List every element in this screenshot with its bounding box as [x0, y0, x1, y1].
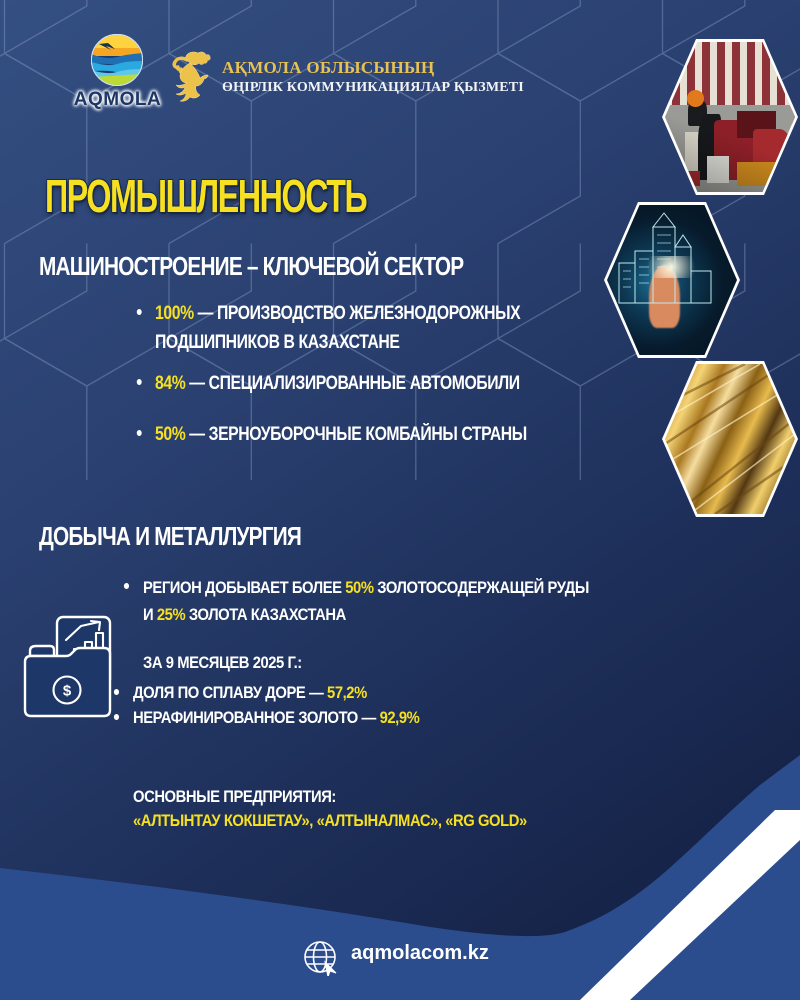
svg-text:$: $: [63, 683, 72, 700]
